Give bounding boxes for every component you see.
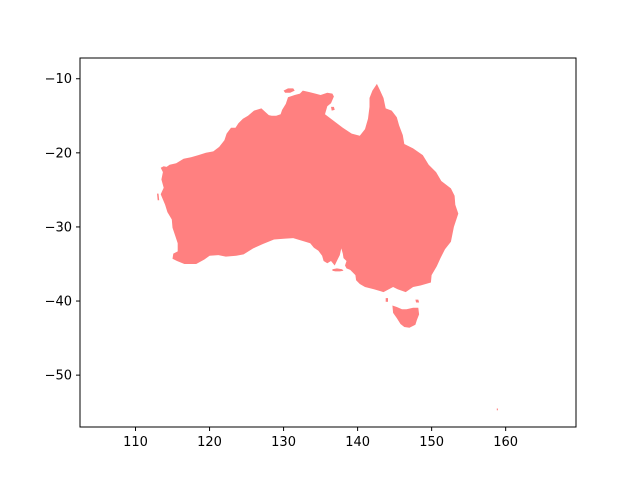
y-tick-label: −10 [45,72,72,87]
x-tick-label: 130 [271,435,296,450]
x-tick-label: 160 [493,435,518,450]
plot-area [157,83,498,411]
land-region-tasmania [392,305,420,328]
tick-layer: 110 120 130 140 150 160 −10 −20 −30 −40 −50 [45,72,519,450]
y-tick-label: −30 [45,220,72,235]
x-tick-label: 110 [123,435,148,450]
y-tick-label: −40 [45,295,72,310]
land-region-kangaroo-island [332,268,344,272]
x-tick-label: 150 [419,435,444,450]
x-tick-label: 140 [345,435,370,450]
land-region-king-island [385,298,388,302]
land-region-australian-mainland [160,83,459,293]
y-tick-label: −50 [45,369,72,384]
axes-frame [79,57,577,428]
land-region-groote-eylandt [331,106,335,111]
land-region-melville-island [283,88,295,93]
land-region-macquarie-island [496,408,498,411]
land-region-flinders-island [415,299,420,303]
land-region-dirk-hartog-island [157,193,160,201]
y-tick-label: −20 [45,146,72,161]
x-tick-label: 120 [197,435,222,450]
